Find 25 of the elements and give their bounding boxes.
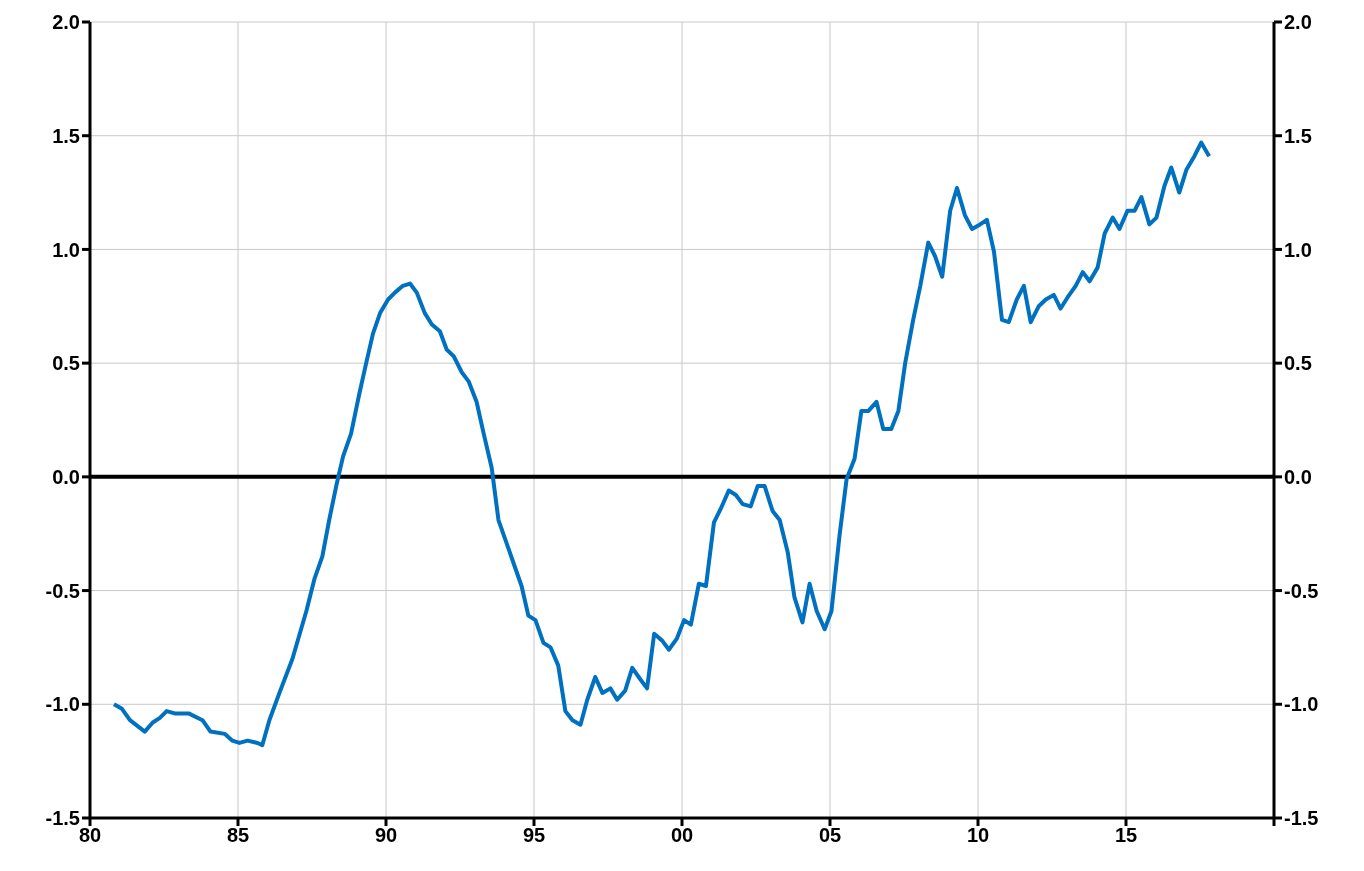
x-tick-label: 10 — [966, 824, 990, 847]
y2-tick-label: -1.5 — [1284, 807, 1319, 830]
y-tick-label: 1.5 — [52, 124, 80, 147]
x-tick-label: 15 — [1114, 824, 1138, 847]
x-tick-label: 05 — [818, 824, 842, 847]
x-tick-label: 90 — [374, 824, 398, 847]
y-tick-label: 2.0 — [52, 11, 80, 34]
y-tick-label: -1.5 — [45, 807, 80, 830]
y-tick-label: 0.5 — [52, 352, 80, 375]
y2-tick-label: 0.0 — [1284, 465, 1312, 488]
x-tick-label: 95 — [522, 824, 546, 847]
y-tick-label: -0.5 — [45, 579, 80, 602]
y-tick-label: -1.0 — [45, 693, 80, 716]
line-series — [111, 140, 1212, 748]
y2-tick-label: -0.5 — [1284, 579, 1319, 602]
x-tick-label: 85 — [226, 824, 250, 847]
y-tick-label: 0.0 — [52, 465, 80, 488]
y-tick-label: 1.0 — [52, 238, 80, 261]
y2-tick-label: 1.5 — [1284, 124, 1312, 147]
y2-tick-label: -1.0 — [1284, 693, 1319, 716]
y2-tick-label: 0.5 — [1284, 352, 1312, 375]
y2-tick-label: 1.0 — [1284, 238, 1312, 261]
x-tick-label: 00 — [670, 824, 694, 847]
y2-tick-label: 2.0 — [1284, 11, 1312, 34]
x-tick-label: 80 — [78, 824, 102, 847]
